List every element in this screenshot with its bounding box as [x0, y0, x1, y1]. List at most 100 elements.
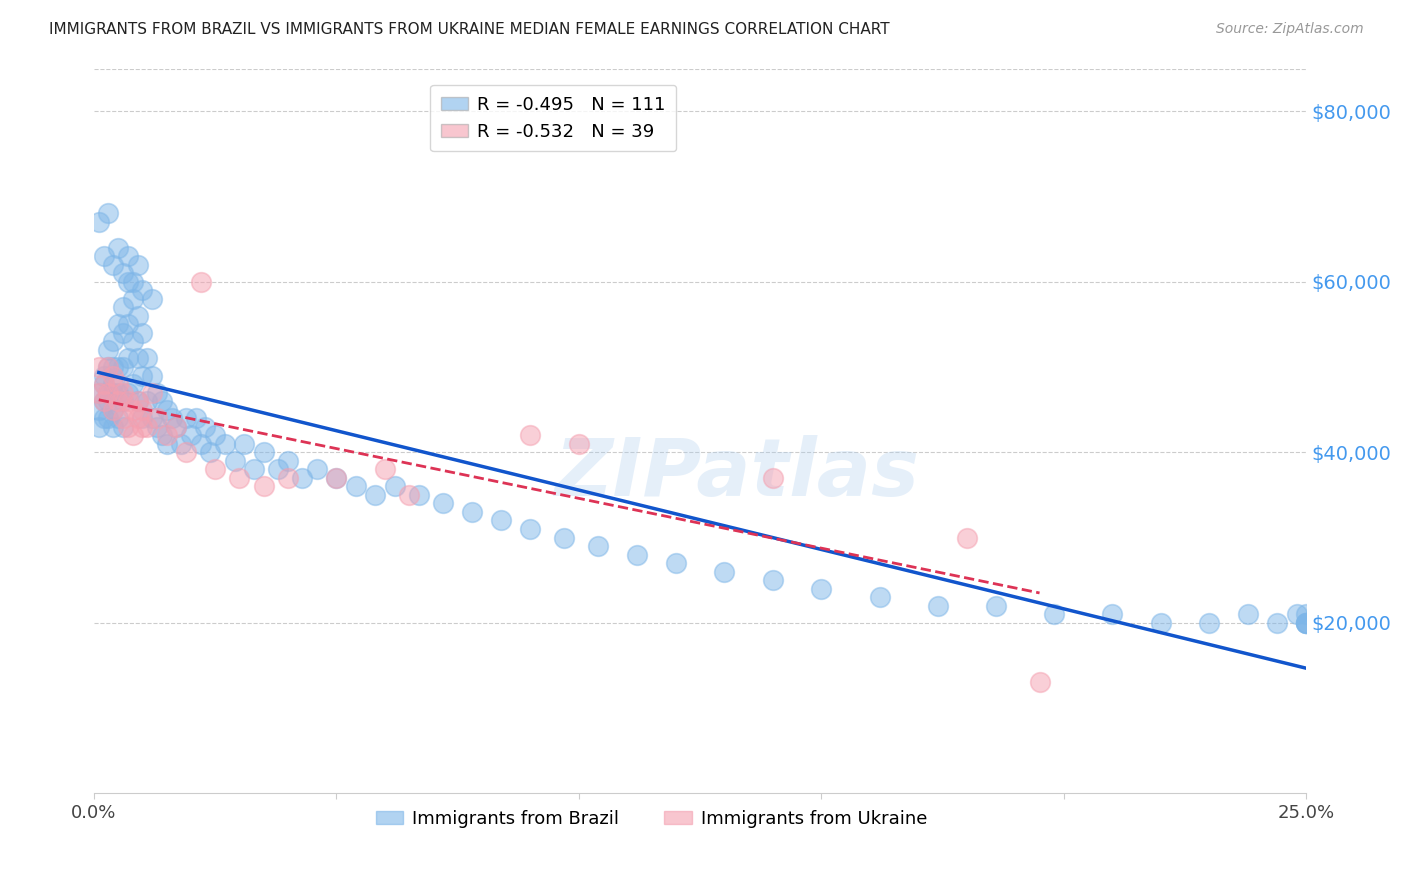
- Point: [1101, 607, 1123, 622]
- Point: [305, 462, 328, 476]
- Point: [956, 531, 979, 545]
- Point: [117, 275, 139, 289]
- Point: [762, 573, 785, 587]
- Point: [111, 266, 134, 280]
- Point: [111, 326, 134, 340]
- Point: [253, 479, 276, 493]
- Point: [190, 275, 212, 289]
- Point: [277, 471, 299, 485]
- Point: [103, 419, 125, 434]
- Point: [156, 402, 179, 417]
- Point: [384, 479, 406, 493]
- Point: [665, 556, 688, 570]
- Point: [127, 351, 149, 366]
- Point: [810, 582, 832, 596]
- Point: [588, 539, 610, 553]
- Point: [1295, 615, 1317, 630]
- Point: [93, 377, 115, 392]
- Point: [180, 428, 202, 442]
- Point: [87, 402, 110, 417]
- Point: [127, 309, 149, 323]
- Point: [131, 419, 153, 434]
- Point: [97, 385, 120, 400]
- Point: [107, 318, 129, 332]
- Point: [1198, 615, 1220, 630]
- Point: [253, 445, 276, 459]
- Point: [103, 258, 125, 272]
- Point: [204, 428, 226, 442]
- Point: [121, 275, 143, 289]
- Point: [762, 471, 785, 485]
- Point: [117, 318, 139, 332]
- Point: [111, 359, 134, 374]
- Point: [243, 462, 266, 476]
- Point: [97, 411, 120, 425]
- Point: [93, 368, 115, 383]
- Point: [553, 531, 575, 545]
- Point: [204, 462, 226, 476]
- Point: [1285, 607, 1308, 622]
- Point: [117, 394, 139, 409]
- Point: [325, 471, 347, 485]
- Point: [1237, 607, 1260, 622]
- Point: [1265, 615, 1288, 630]
- Point: [184, 411, 207, 425]
- Point: [364, 488, 387, 502]
- Point: [127, 394, 149, 409]
- Point: [146, 411, 169, 425]
- Point: [984, 599, 1007, 613]
- Point: [121, 402, 143, 417]
- Point: [117, 419, 139, 434]
- Point: [160, 411, 183, 425]
- Point: [87, 215, 110, 229]
- Point: [97, 359, 120, 374]
- Point: [87, 385, 110, 400]
- Point: [1295, 615, 1317, 630]
- Point: [111, 394, 134, 409]
- Point: [156, 436, 179, 450]
- Point: [408, 488, 430, 502]
- Point: [127, 394, 149, 409]
- Point: [111, 419, 134, 434]
- Point: [97, 359, 120, 374]
- Point: [103, 334, 125, 349]
- Point: [491, 513, 513, 527]
- Point: [111, 385, 134, 400]
- Point: [398, 488, 420, 502]
- Point: [1295, 607, 1317, 622]
- Text: IMMIGRANTS FROM BRAZIL VS IMMIGRANTS FROM UKRAINE MEDIAN FEMALE EARNINGS CORRELA: IMMIGRANTS FROM BRAZIL VS IMMIGRANTS FRO…: [49, 22, 890, 37]
- Point: [107, 241, 129, 255]
- Point: [141, 385, 163, 400]
- Point: [291, 471, 314, 485]
- Point: [146, 419, 169, 434]
- Point: [165, 419, 187, 434]
- Point: [141, 292, 163, 306]
- Point: [131, 402, 153, 417]
- Point: [224, 454, 246, 468]
- Point: [93, 394, 115, 409]
- Point: [626, 548, 648, 562]
- Point: [103, 368, 125, 383]
- Point: [170, 436, 193, 450]
- Point: [107, 385, 129, 400]
- Point: [107, 377, 129, 392]
- Point: [103, 359, 125, 374]
- Point: [150, 394, 173, 409]
- Point: [713, 565, 735, 579]
- Point: [103, 377, 125, 392]
- Point: [146, 385, 169, 400]
- Point: [344, 479, 367, 493]
- Point: [214, 436, 236, 450]
- Point: [174, 445, 197, 459]
- Point: [97, 385, 120, 400]
- Point: [117, 351, 139, 366]
- Point: [194, 419, 217, 434]
- Point: [117, 385, 139, 400]
- Point: [107, 359, 129, 374]
- Point: [519, 428, 541, 442]
- Point: [131, 326, 153, 340]
- Point: [97, 394, 120, 409]
- Point: [568, 436, 591, 450]
- Point: [150, 428, 173, 442]
- Point: [228, 471, 250, 485]
